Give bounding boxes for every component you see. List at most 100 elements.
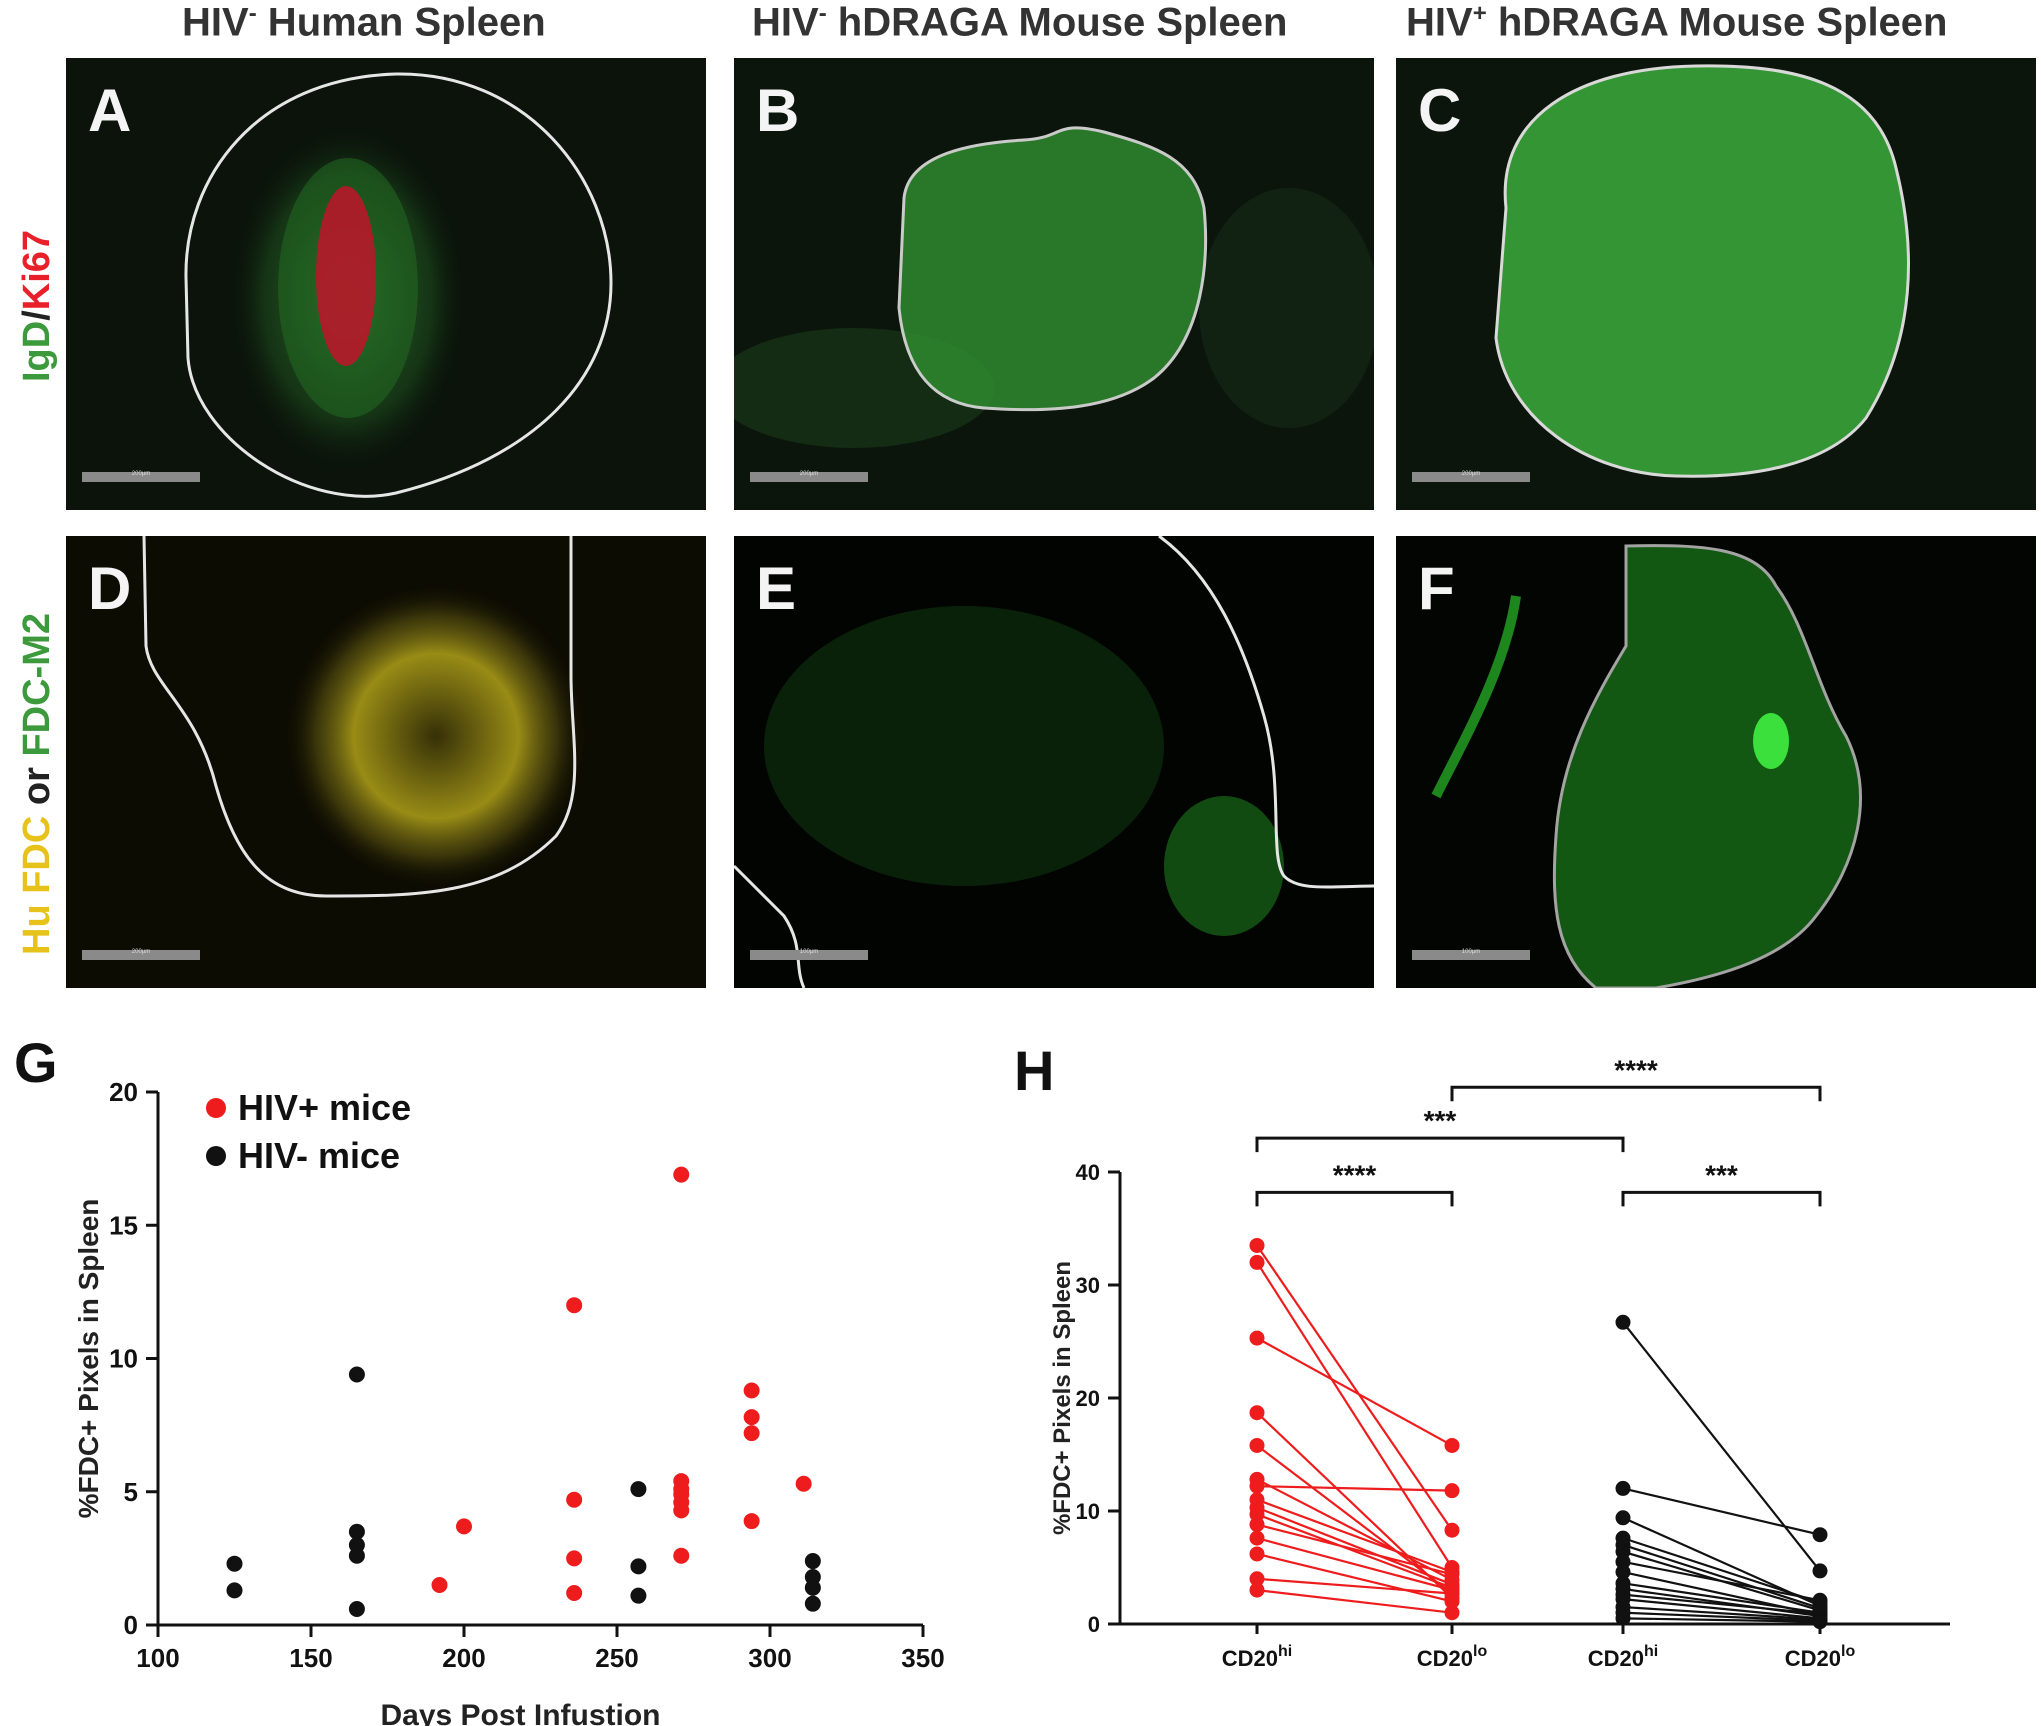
panel-label-a: A: [88, 77, 132, 144]
data-point: [566, 1297, 583, 1314]
legend-marker: [206, 1146, 226, 1166]
data-point: [348, 1523, 365, 1540]
data-point: [1249, 1254, 1265, 1270]
micrograph-panel-a: A 200µm: [66, 58, 706, 510]
panel-b-image: [734, 58, 1374, 510]
y-axis-title: %FDC+ Pixels in Spleen: [73, 1199, 104, 1519]
panel-label-h: H: [1014, 1039, 1055, 1102]
panel-label-f: F: [1418, 555, 1455, 622]
data-point: [1444, 1437, 1460, 1453]
column-title-3: HIV+ hDRAGA Mouse Spleen: [1406, 0, 1948, 45]
significance-label: ***: [1424, 1105, 1457, 1136]
y-tick-label: 0: [1088, 1612, 1100, 1637]
pair-line: [1622, 1543, 1821, 1610]
x-tick-label: 350: [901, 1643, 944, 1673]
pair-line: [1256, 1444, 1453, 1595]
significance-bracket: [1255, 1190, 1454, 1207]
data-point: [804, 1595, 821, 1612]
data-point: [1249, 1582, 1265, 1598]
y-tick-label: 5: [124, 1477, 138, 1507]
significance-bracket: [1255, 1136, 1625, 1153]
micrograph-panel-b: B 200µm: [734, 58, 1374, 510]
panel-label-e: E: [756, 555, 797, 622]
pair-line: [1622, 1537, 1821, 1604]
data-point: [1444, 1605, 1460, 1621]
significance-bracket: [1450, 1085, 1822, 1102]
micrograph-panel-c: C 200µm: [1396, 58, 2036, 510]
data-point: [1615, 1610, 1631, 1626]
pair-line: [1622, 1598, 1821, 1620]
micrograph-panel-e: E 100µm: [734, 536, 1374, 988]
pair-line: [1622, 1611, 1821, 1622]
data-point: [456, 1518, 472, 1535]
data-point: [1615, 1510, 1631, 1526]
category-label: CD20lo: [1785, 1643, 1856, 1671]
pair-line: [1622, 1593, 1821, 1615]
data-point: [566, 1550, 583, 1567]
pair-line: [1256, 1513, 1453, 1589]
data-point: [1249, 1530, 1265, 1546]
data-point: [1249, 1478, 1265, 1494]
pair-line: [1256, 1498, 1453, 1574]
data-point: [226, 1555, 243, 1572]
x-tick-label: 100: [136, 1643, 179, 1673]
chart-g: 0 5 10 15 20 100 150 200 250 300 350 Days Post Infu…: [73, 1077, 945, 1726]
data-point: [348, 1366, 365, 1383]
data-point: [1812, 1592, 1828, 1608]
x-tick-label: 300: [748, 1643, 791, 1673]
data-point: [1249, 1546, 1265, 1562]
significance-label: ****: [1614, 1054, 1658, 1085]
scale-bar-f: 100µm: [1412, 949, 1530, 960]
data-point: [1615, 1564, 1631, 1580]
y-tick-label: 40: [1076, 1160, 1100, 1185]
row-label-top: IgD/Ki67: [16, 229, 58, 382]
data-point: [1444, 1566, 1460, 1582]
scale-bar-e: 100µm: [750, 949, 868, 960]
pair-line: [1622, 1321, 1821, 1572]
x-tick-label: 200: [442, 1643, 485, 1673]
data-point: [1249, 1237, 1265, 1253]
pair-line: [1256, 1589, 1453, 1614]
y-axis-title: %FDC+ Pixels in Spleen: [1049, 1261, 1076, 1535]
pair-line: [1256, 1485, 1453, 1492]
data-point: [1249, 1517, 1265, 1533]
significance-label: ***: [1705, 1159, 1738, 1190]
pair-line: [1622, 1617, 1821, 1623]
data-point: [804, 1579, 821, 1596]
data-point: [1812, 1563, 1828, 1579]
y-tick-label: 15: [109, 1210, 138, 1240]
data-point: [1444, 1522, 1460, 1538]
y-tick-label: 0: [124, 1610, 138, 1640]
pair-line: [1256, 1478, 1453, 1581]
data-point: [348, 1547, 365, 1564]
pair-line: [1256, 1261, 1453, 1569]
data-point: [1249, 1330, 1265, 1346]
data-point: [1249, 1405, 1265, 1421]
scale-bar-c: 200µm: [1412, 471, 1530, 482]
category-label: CD20lo: [1417, 1643, 1488, 1671]
y-tick-label: 10: [109, 1344, 138, 1374]
legend-label: HIV+ mice: [238, 1087, 411, 1128]
panel-label-d: D: [88, 555, 132, 622]
pair-line: [1256, 1506, 1453, 1586]
x-tick-label: 150: [289, 1643, 332, 1673]
pair-line: [1622, 1605, 1821, 1621]
micrograph-panel-d: D 200µm: [66, 536, 706, 988]
panel-label-b: B: [756, 77, 800, 144]
data-point: [630, 1587, 647, 1604]
chart-h: 0 10 20 30 40 CD20hi CD20lo CD20hi CD20lo %FDC+ P…: [1049, 1054, 1950, 1671]
y-tick-label: 30: [1076, 1273, 1100, 1298]
pair-line: [1622, 1582, 1821, 1614]
data-point: [1444, 1483, 1460, 1499]
legend-marker: [206, 1098, 226, 1118]
category-label: CD20hi: [1222, 1643, 1292, 1671]
pair-line: [1256, 1337, 1453, 1447]
data-point: [743, 1409, 760, 1426]
panel-e-image: [734, 536, 1374, 988]
data-point: [1615, 1314, 1631, 1330]
data-point: [630, 1558, 647, 1575]
data-point: [1615, 1480, 1631, 1496]
y-tick-label: 20: [1076, 1386, 1100, 1411]
row-label-bottom: Hu FDC or FDC-M2: [16, 613, 58, 955]
data-point: [743, 1425, 760, 1442]
